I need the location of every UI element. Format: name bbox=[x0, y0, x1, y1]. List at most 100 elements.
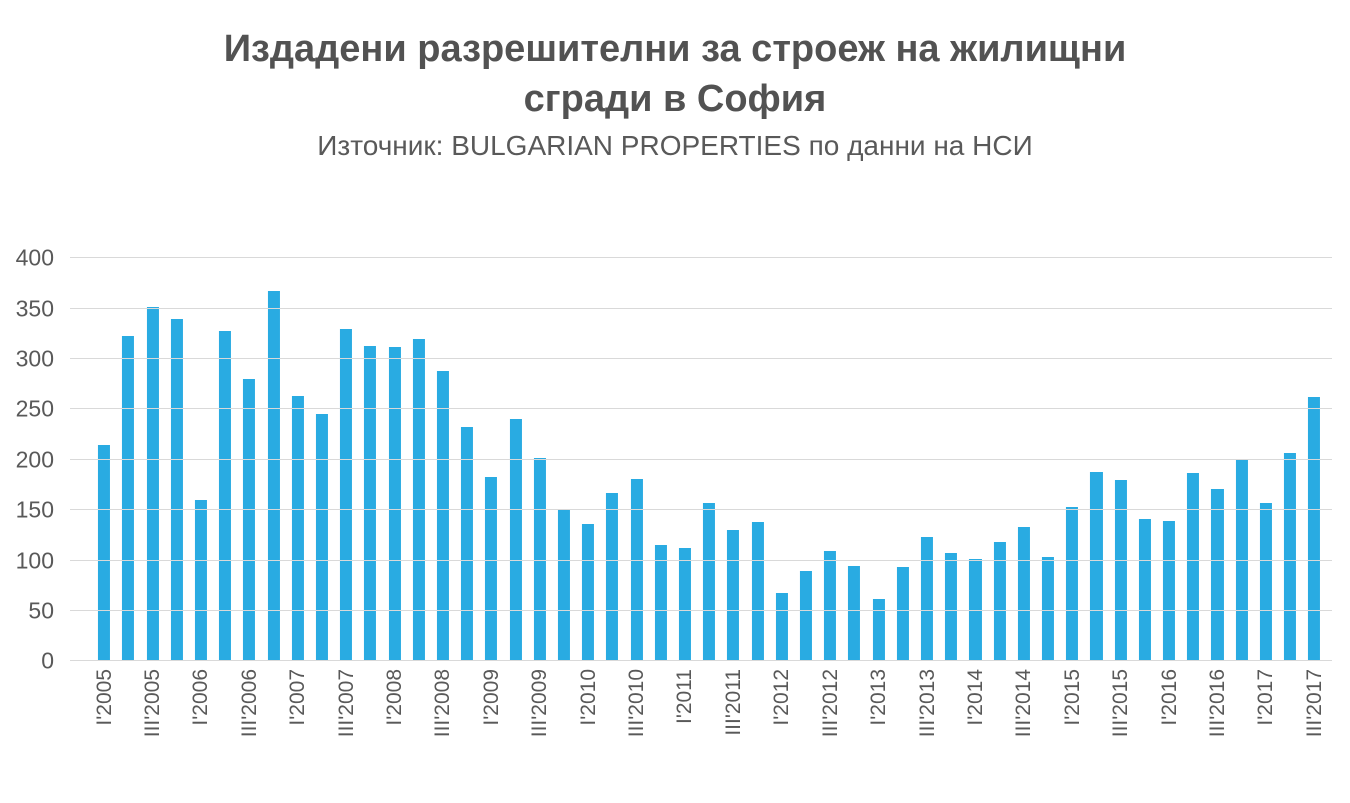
x-tick-label: I'2014 bbox=[963, 669, 987, 726]
x-tick-label: III'2010 bbox=[625, 669, 649, 738]
x-tick-slot bbox=[794, 669, 818, 779]
y-tick-label: 250 bbox=[15, 395, 54, 422]
bar-slot bbox=[1109, 258, 1133, 662]
bar-III'2007 bbox=[340, 328, 353, 662]
y-tick-label: 0 bbox=[41, 647, 54, 674]
chart-title: Издадени разрешителни за строеж на жилищ… bbox=[223, 28, 1127, 121]
x-tick-slot bbox=[261, 669, 285, 779]
bar-IV'2007 bbox=[364, 345, 377, 662]
bar-slot bbox=[600, 258, 624, 662]
bar-slot bbox=[479, 258, 503, 662]
x-tick-slot: III'2008 bbox=[431, 669, 455, 779]
x-tick-slot bbox=[600, 669, 624, 779]
bar-II'2006 bbox=[219, 330, 232, 662]
bar-II'2013 bbox=[896, 566, 909, 662]
bar-IV'2012 bbox=[848, 565, 861, 662]
x-tick-label: I'2010 bbox=[576, 669, 600, 726]
bar-slot bbox=[455, 258, 479, 662]
bars-container bbox=[92, 258, 1326, 662]
bar-slot bbox=[745, 258, 769, 662]
x-tick-slot bbox=[1181, 669, 1205, 779]
bar-slot bbox=[165, 258, 189, 662]
plot-area: 0 50 100 150 200 250 300 350 400 I'2005 III'2005 I… bbox=[16, 246, 1332, 779]
x-tick-slot: III'2011 bbox=[721, 669, 745, 779]
bar-slot bbox=[939, 258, 963, 662]
bar-I'2012 bbox=[775, 592, 788, 662]
x-tick-slot: I'2007 bbox=[286, 669, 310, 779]
x-tick-slot: III'2010 bbox=[624, 669, 648, 779]
bar-I'2017 bbox=[1259, 503, 1272, 662]
bar-I'2009 bbox=[485, 476, 498, 662]
x-tick-slot: I'2005 bbox=[92, 669, 116, 779]
x-tick-slot bbox=[842, 669, 866, 779]
x-tick-label: III'2007 bbox=[334, 669, 358, 738]
bar-slot bbox=[721, 258, 745, 662]
x-tick-slot bbox=[1230, 669, 1254, 779]
bar-II'2015 bbox=[1090, 471, 1103, 662]
bar-I'2016 bbox=[1162, 521, 1176, 662]
x-tick-slot bbox=[116, 669, 140, 779]
gridline bbox=[70, 509, 1332, 511]
x-tick-label: III'2015 bbox=[1109, 669, 1133, 738]
x-axis-labels: I'2005 III'2005 I'2006 III'2006 I'2007 III'20… bbox=[92, 661, 1326, 779]
x-tick-slot: I'2017 bbox=[1254, 669, 1278, 779]
x-tick-slot bbox=[165, 669, 189, 779]
y-tick-label: 150 bbox=[15, 496, 54, 523]
x-tick-slot: I'2015 bbox=[1060, 669, 1084, 779]
chart: Издадени разрешителни за строеж на жилищ… bbox=[0, 24, 1350, 779]
y-tick-label: 300 bbox=[15, 345, 54, 372]
bar-slot bbox=[92, 258, 116, 662]
bar-slot bbox=[116, 258, 140, 662]
x-tick-label: III'2013 bbox=[915, 669, 939, 738]
x-tick-slot: III'2017 bbox=[1302, 669, 1326, 779]
bar-III'2008 bbox=[436, 371, 449, 662]
x-tick-label: III'2008 bbox=[431, 669, 455, 738]
bar-slot bbox=[1302, 258, 1326, 662]
bar-slot bbox=[576, 258, 600, 662]
bar-I'2007 bbox=[291, 396, 304, 662]
bar-II'2007 bbox=[315, 414, 328, 662]
bar-IV'2013 bbox=[945, 552, 958, 662]
bar-IV'2009 bbox=[557, 510, 570, 662]
x-tick-slot: III'2009 bbox=[528, 669, 552, 779]
x-tick-label: I'2011 bbox=[673, 669, 697, 725]
bar-slot bbox=[649, 258, 673, 662]
gridline bbox=[70, 559, 1332, 561]
x-tick-label: III'2017 bbox=[1302, 669, 1326, 738]
x-tick-slot: I'2014 bbox=[963, 669, 987, 779]
bar-slot bbox=[1060, 258, 1084, 662]
x-tick-slot: I'2013 bbox=[867, 669, 891, 779]
bar-III'2006 bbox=[243, 379, 256, 662]
x-tick-label: III'2009 bbox=[528, 669, 552, 738]
x-tick-slot: III'2015 bbox=[1109, 669, 1133, 779]
bar-IV'2008 bbox=[461, 426, 474, 662]
bar-slot bbox=[1230, 258, 1254, 662]
gridline bbox=[70, 358, 1332, 360]
x-tick-slot bbox=[1084, 669, 1108, 779]
bar-slot bbox=[382, 258, 406, 662]
bar-II'2008 bbox=[412, 338, 425, 662]
bar-II'2014 bbox=[993, 542, 1006, 662]
x-tick-slot: I'2011 bbox=[673, 669, 697, 779]
bar-slot bbox=[1036, 258, 1060, 662]
bar-slot bbox=[310, 258, 334, 662]
x-tick-slot bbox=[1278, 669, 1302, 779]
x-tick-slot: III'2007 bbox=[334, 669, 358, 779]
x-tick-label: I'2017 bbox=[1254, 669, 1278, 726]
x-tick-slot: I'2016 bbox=[1157, 669, 1181, 779]
bar-II'2011 bbox=[703, 503, 716, 662]
bar-IV'2014 bbox=[1041, 556, 1055, 662]
x-tick-slot bbox=[407, 669, 431, 779]
bar-slot bbox=[915, 258, 939, 662]
x-tick-slot bbox=[891, 669, 915, 779]
bar-III'2016 bbox=[1211, 489, 1224, 662]
bar-slot bbox=[770, 258, 794, 662]
x-tick-label: III'2011 bbox=[721, 669, 745, 736]
x-tick-label: I'2005 bbox=[92, 669, 116, 726]
chart-subtitle: Източник: BULGARIAN PROPERTIES по данни … bbox=[317, 130, 1033, 162]
bar-slot bbox=[358, 258, 382, 662]
bar-II'2010 bbox=[606, 493, 619, 662]
x-tick-slot bbox=[988, 669, 1012, 779]
y-tick-label: 350 bbox=[15, 295, 54, 322]
bar-slot bbox=[237, 258, 261, 662]
